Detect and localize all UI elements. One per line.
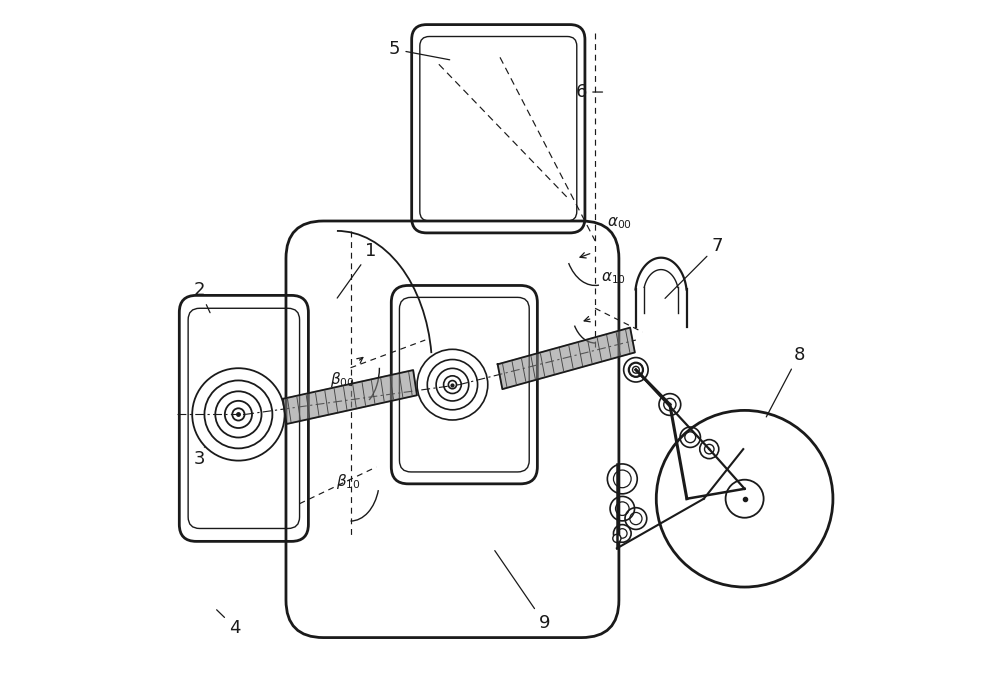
Text: $\alpha_{10}$: $\alpha_{10}$ xyxy=(601,271,626,286)
Text: 5: 5 xyxy=(389,40,450,60)
Text: $\beta_{00}$: $\beta_{00}$ xyxy=(330,370,355,389)
Polygon shape xyxy=(498,327,635,389)
Text: 6: 6 xyxy=(576,83,603,101)
Text: $\beta_{10}$: $\beta_{10}$ xyxy=(336,473,360,491)
Text: $\alpha_{00}$: $\alpha_{00}$ xyxy=(607,215,632,231)
Text: 3: 3 xyxy=(194,447,205,468)
Text: 7: 7 xyxy=(665,237,723,299)
Text: 4: 4 xyxy=(217,610,241,636)
Polygon shape xyxy=(283,370,417,424)
Text: 8: 8 xyxy=(766,346,805,417)
Text: 9: 9 xyxy=(495,551,550,632)
Text: 2: 2 xyxy=(194,282,210,313)
Circle shape xyxy=(613,534,621,543)
Text: 1: 1 xyxy=(337,242,377,298)
